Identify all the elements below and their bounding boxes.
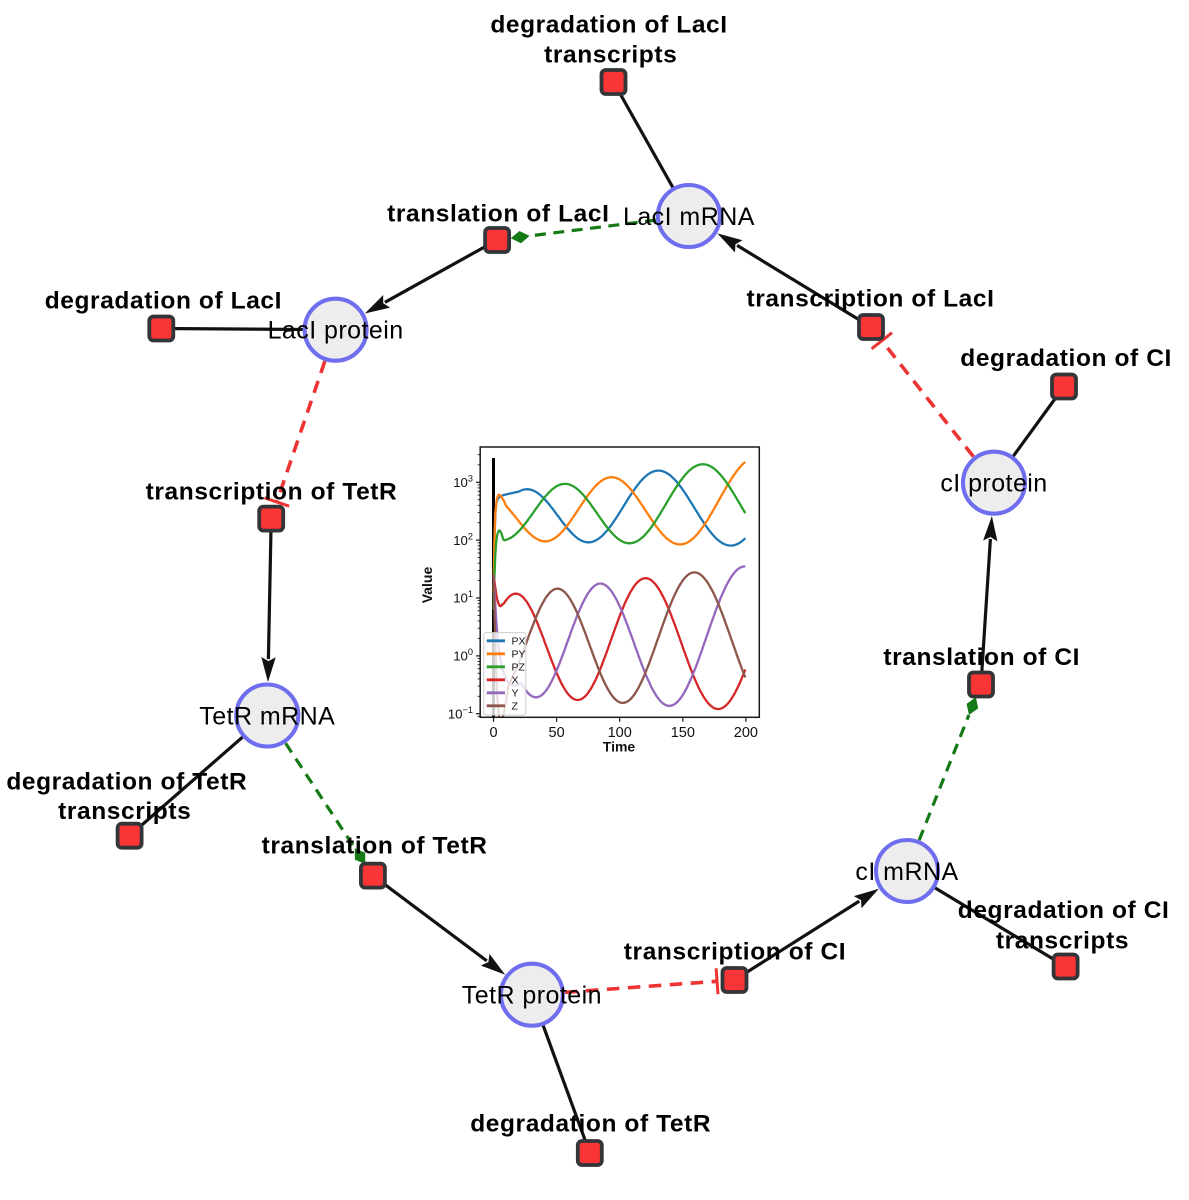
svg-text:X: X xyxy=(512,675,519,687)
svg-text:50: 50 xyxy=(549,725,565,741)
svg-text:Z: Z xyxy=(512,701,519,713)
svg-text:transcripts: transcripts xyxy=(996,928,1129,955)
svg-text:200: 200 xyxy=(734,725,758,741)
svg-text:Y: Y xyxy=(512,688,519,700)
svg-text:LacI protein: LacI protein xyxy=(268,317,404,345)
svg-text:Value: Value xyxy=(419,567,435,604)
svg-text:translation of LacI: translation of LacI xyxy=(387,200,609,227)
svg-text:transcripts: transcripts xyxy=(544,41,677,68)
svg-text:PZ: PZ xyxy=(512,662,526,674)
svg-text:degradation of LacI: degradation of LacI xyxy=(490,11,727,38)
svg-text:degradation of CI: degradation of CI xyxy=(958,897,1170,924)
svg-text:translation of CI: translation of CI xyxy=(883,644,1080,671)
svg-text:degradation of CI: degradation of CI xyxy=(960,345,1172,372)
svg-text:degradation of LacI: degradation of LacI xyxy=(45,288,282,315)
svg-text:150: 150 xyxy=(671,725,695,741)
svg-text:PY: PY xyxy=(512,649,526,661)
svg-text:translation of TetR: translation of TetR xyxy=(262,832,488,859)
svg-text:transcription of TetR: transcription of TetR xyxy=(146,479,398,506)
svg-text:TetR protein: TetR protein xyxy=(462,982,602,1010)
svg-text:transcription of CI: transcription of CI xyxy=(624,939,846,966)
svg-text:TetR mRNA: TetR mRNA xyxy=(199,703,335,731)
svg-text:Time: Time xyxy=(603,738,636,754)
svg-text:transcription of LacI: transcription of LacI xyxy=(746,286,994,313)
svg-text:degradation of TetR: degradation of TetR xyxy=(6,768,247,795)
svg-text:cI mRNA: cI mRNA xyxy=(855,858,958,886)
svg-text:degradation of TetR: degradation of TetR xyxy=(470,1111,711,1138)
svg-text:LacI mRNA: LacI mRNA xyxy=(623,203,755,231)
svg-text:100: 100 xyxy=(608,725,632,741)
svg-text:PX: PX xyxy=(512,636,526,648)
svg-text:0: 0 xyxy=(489,725,497,741)
svg-text:cI protein: cI protein xyxy=(940,470,1047,498)
svg-text:transcripts: transcripts xyxy=(58,798,191,825)
